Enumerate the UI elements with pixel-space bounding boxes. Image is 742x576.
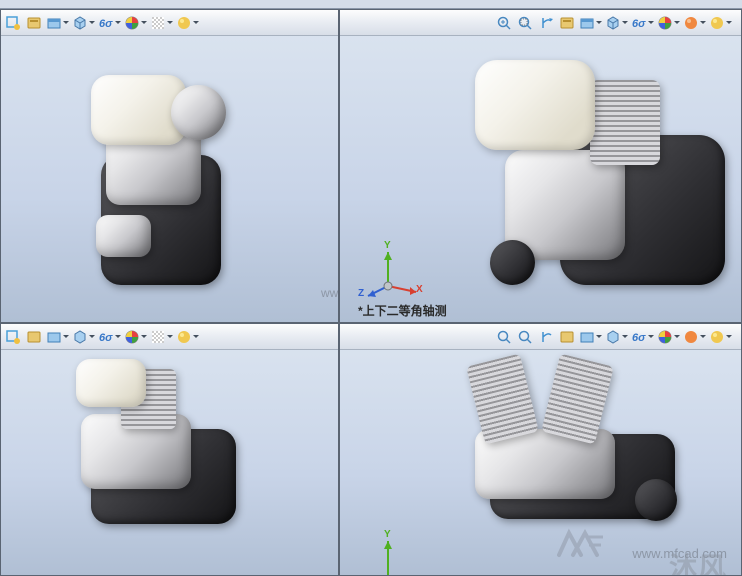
svg-text:6σ: 6σ (99, 18, 113, 30)
viewport-bottom-right[interactable]: 6σ Y 沐风CAD www.mfcad.com (339, 323, 742, 576)
viewport-toolbar-long: 6σ (340, 324, 741, 350)
display-style-dropdown[interactable] (71, 327, 96, 347)
chevron-down-icon (88, 327, 95, 347)
axis-z-label: Z (358, 288, 364, 299)
display-style-dropdown[interactable] (604, 327, 629, 347)
scene-dropdown[interactable] (149, 13, 174, 33)
render-tools-dropdown[interactable] (175, 13, 200, 33)
render-tools-dropdown[interactable] (708, 13, 733, 33)
watermark-url: www.mfcad.com (632, 546, 727, 561)
view-annotation: *上下二等角轴测 (358, 302, 447, 319)
chevron-down-icon (114, 327, 121, 347)
chevron-down-icon (621, 327, 628, 347)
chevron-down-icon (725, 13, 732, 33)
zoom-fit-icon[interactable] (494, 327, 514, 347)
appearance-dropdown[interactable] (123, 327, 148, 347)
display-style-dropdown[interactable] (604, 13, 629, 33)
four-viewport-container: 6σ www.mfcad.com 6σ (0, 0, 742, 576)
view-settings-dropdown[interactable] (45, 13, 70, 33)
brand-watermark: 沐风CAD www.mfcad.com (632, 546, 727, 561)
zoom-fit-icon[interactable] (494, 13, 514, 33)
chevron-down-icon (166, 327, 173, 347)
axis-x-label: X (416, 284, 423, 295)
hide-show-dropdown[interactable]: 6σ (630, 13, 655, 33)
select-filter-icon[interactable] (3, 13, 23, 33)
chevron-down-icon (699, 13, 706, 33)
appearance-dropdown[interactable] (656, 13, 681, 33)
svg-text:6σ: 6σ (99, 332, 113, 344)
viewport-toolbar-long: 6σ (340, 10, 741, 36)
orientation-triad: Y (360, 533, 420, 576)
scene-dropdown[interactable] (149, 327, 174, 347)
hide-show-dropdown[interactable]: 6σ (97, 13, 122, 33)
watermark-text: www.mfcad.com (321, 286, 339, 300)
zoom-area-icon[interactable] (515, 13, 535, 33)
view-settings-dropdown[interactable] (45, 327, 70, 347)
viewport-toolbar-short: 6σ (1, 10, 338, 36)
chevron-down-icon (621, 13, 628, 33)
chevron-down-icon (595, 327, 602, 347)
axis-y-label: Y (384, 529, 391, 540)
model-render-v-side (455, 354, 680, 524)
chevron-down-icon (192, 13, 199, 33)
chevron-down-icon (114, 13, 121, 33)
select-filter-icon[interactable] (3, 327, 23, 347)
chevron-down-icon (673, 13, 680, 33)
watermark-brand: 沐风CAD (632, 546, 727, 576)
svg-text:6σ: 6σ (632, 18, 646, 30)
chevron-down-icon (673, 327, 680, 347)
zoom-area-icon[interactable] (515, 327, 535, 347)
chevron-down-icon (647, 13, 654, 33)
chevron-down-icon (647, 327, 654, 347)
hidden-items-icon[interactable] (557, 327, 577, 347)
previous-view-icon[interactable] (536, 13, 556, 33)
chevron-down-icon (62, 327, 69, 347)
chevron-down-icon (699, 327, 706, 347)
chevron-down-icon (595, 13, 602, 33)
display-style-dropdown[interactable] (71, 13, 96, 33)
top-menu-strip (0, 0, 742, 9)
chevron-down-icon (62, 13, 69, 33)
chevron-down-icon (88, 13, 95, 33)
axis-y-label: Y (384, 240, 391, 251)
viewport-top-left[interactable]: 6σ www.mfcad.com (0, 9, 339, 323)
render-tools-dropdown[interactable] (175, 327, 200, 347)
section-view-dropdown[interactable] (682, 327, 707, 347)
chevron-down-icon (166, 13, 173, 33)
svg-text:6σ: 6σ (632, 332, 646, 344)
section-view-dropdown[interactable] (682, 13, 707, 33)
chevron-down-icon (140, 327, 147, 347)
render-tools-dropdown[interactable] (708, 327, 733, 347)
chevron-down-icon (725, 327, 732, 347)
hidden-items-icon[interactable] (557, 13, 577, 33)
hide-show-dropdown[interactable]: 6σ (97, 327, 122, 347)
chevron-down-icon (192, 327, 199, 347)
previous-view-icon[interactable] (536, 327, 556, 347)
orientation-triad: X Y Z (360, 244, 420, 304)
model-render-side (66, 359, 241, 529)
hide-show-dropdown[interactable]: 6σ (630, 327, 655, 347)
view-settings-dropdown[interactable] (578, 327, 603, 347)
hidden-items-icon[interactable] (24, 13, 44, 33)
viewport-toolbar-short: 6σ (1, 324, 338, 350)
model-render-iso (450, 40, 720, 310)
appearance-dropdown[interactable] (123, 13, 148, 33)
chevron-down-icon (140, 13, 147, 33)
viewport-top-right[interactable]: 6σ X Y Z *上下二等角轴测 (339, 9, 742, 323)
hidden-items-icon[interactable] (24, 327, 44, 347)
appearance-dropdown[interactable] (656, 327, 681, 347)
viewport-bottom-left[interactable]: 6σ (0, 323, 339, 576)
view-settings-dropdown[interactable] (578, 13, 603, 33)
model-render-front (71, 65, 231, 295)
